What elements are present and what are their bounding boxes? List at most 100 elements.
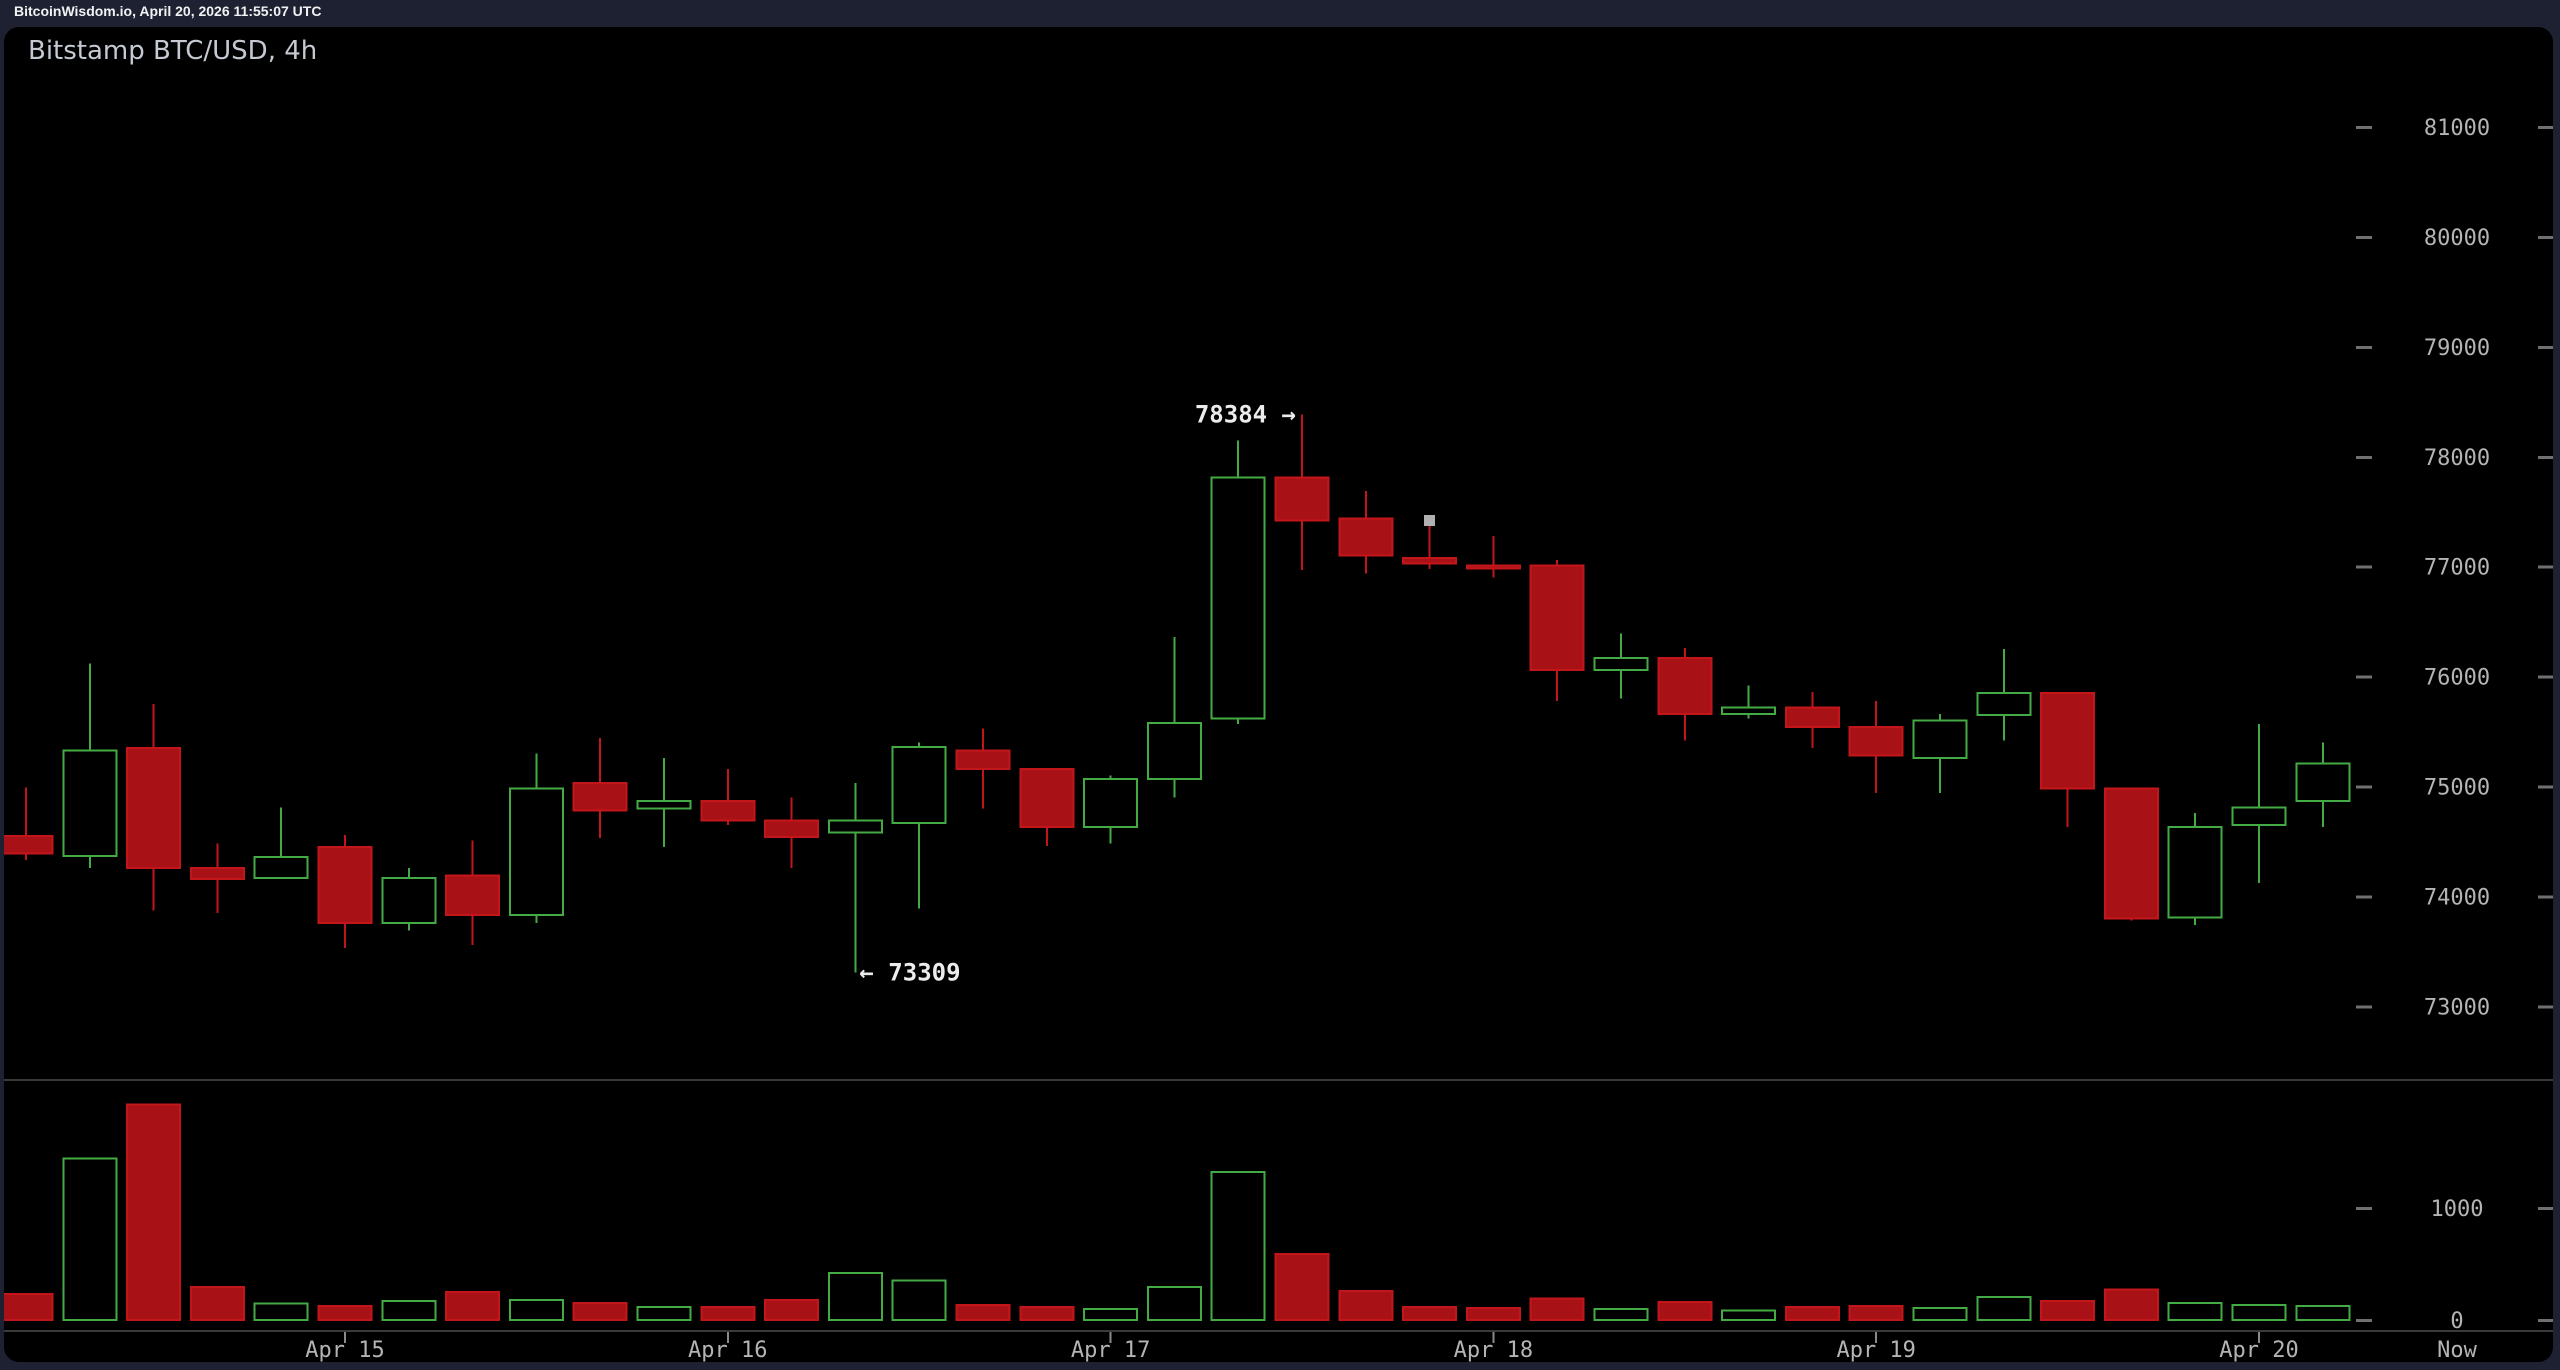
- volume-bar[interactable]: [1402, 1306, 1458, 1321]
- volume-bar[interactable]: [1657, 1301, 1713, 1322]
- candle[interactable]: [1402, 523, 1458, 569]
- volume-bar[interactable]: [1784, 1306, 1840, 1321]
- time-tick: [2258, 1332, 2260, 1343]
- volume-bar[interactable]: [1721, 1309, 1777, 1321]
- candle[interactable]: [2167, 812, 2223, 926]
- candle[interactable]: [2040, 691, 2096, 828]
- candle[interactable]: [1657, 648, 1713, 741]
- volume-bar[interactable]: [0, 1293, 54, 1322]
- candle[interactable]: [955, 728, 1011, 809]
- candle[interactable]: [827, 783, 883, 973]
- candle[interactable]: [1083, 775, 1139, 844]
- candle-body: [381, 876, 437, 924]
- volume-bar[interactable]: [2040, 1299, 2096, 1322]
- candle[interactable]: [1912, 713, 1968, 794]
- candle[interactable]: [1721, 685, 1777, 719]
- volume-bar[interactable]: [572, 1302, 628, 1322]
- candle[interactable]: [572, 738, 628, 839]
- volume-bar[interactable]: [700, 1306, 756, 1321]
- candle[interactable]: [1019, 767, 1075, 846]
- candle[interactable]: [445, 840, 501, 945]
- candle[interactable]: [2103, 787, 2159, 921]
- volume-bar[interactable]: [891, 1279, 947, 1321]
- candle-body: [1019, 767, 1075, 829]
- candle[interactable]: [1338, 490, 1394, 574]
- volume-bar[interactable]: [1338, 1289, 1394, 1322]
- time-tick: [726, 1332, 729, 1343]
- volume-bar[interactable]: [2231, 1303, 2287, 1322]
- price-axis-label: 0: [2450, 1309, 2463, 1334]
- low-price-annotation: ← 73309: [859, 958, 960, 986]
- price-axis-label: 76000: [2424, 666, 2490, 691]
- volume-bar[interactable]: [1529, 1297, 1585, 1322]
- candle[interactable]: [891, 742, 947, 909]
- volume-bar[interactable]: [1465, 1307, 1521, 1321]
- volume-bar[interactable]: [636, 1306, 692, 1321]
- candle[interactable]: [2295, 742, 2351, 828]
- candle[interactable]: [636, 757, 692, 847]
- candle[interactable]: [189, 843, 245, 913]
- volume-bar[interactable]: [827, 1271, 883, 1322]
- volume-bar[interactable]: [317, 1304, 373, 1321]
- candle[interactable]: [1210, 440, 1266, 724]
- chart-plot-area[interactable]: 81000 80000 79000 78000 77000 76000 75000 74000…: [0, 116, 2554, 1363]
- volume-bar[interactable]: [2295, 1304, 2351, 1321]
- price-axis-label: 81000: [2424, 116, 2490, 141]
- candle[interactable]: [2231, 723, 2287, 884]
- candle[interactable]: [508, 753, 564, 923]
- candle-body: [700, 799, 756, 822]
- volume-bar[interactable]: [253, 1302, 309, 1322]
- candle[interactable]: [0, 787, 54, 861]
- price-tick: [2538, 455, 2553, 459]
- price-tick: [2538, 1319, 2553, 1322]
- candle[interactable]: [253, 807, 309, 879]
- candle[interactable]: [1529, 560, 1585, 701]
- volume-bar[interactable]: [381, 1299, 437, 1322]
- candle[interactable]: [317, 834, 373, 949]
- price-tick: [2538, 126, 2553, 130]
- price-tick: [2356, 455, 2372, 459]
- candle[interactable]: [1274, 414, 1330, 570]
- volume-bar[interactable]: [1083, 1307, 1139, 1321]
- candle[interactable]: [700, 768, 756, 825]
- candle[interactable]: [381, 867, 437, 931]
- candle[interactable]: [1465, 535, 1521, 578]
- candle-body: [764, 819, 820, 839]
- volume-bar[interactable]: [955, 1303, 1011, 1322]
- candle-wick: [2258, 723, 2260, 884]
- candle[interactable]: [1784, 691, 1840, 749]
- volume-bar[interactable]: [508, 1298, 564, 1322]
- volume-bar[interactable]: [1274, 1252, 1330, 1321]
- candle[interactable]: [1593, 633, 1649, 699]
- candle-body: [1529, 564, 1585, 672]
- volume-bar[interactable]: [189, 1285, 245, 1321]
- volume-bar[interactable]: [126, 1103, 182, 1321]
- volume-bar[interactable]: [764, 1298, 820, 1322]
- candle-body: [1976, 692, 2032, 717]
- candle[interactable]: [764, 797, 820, 868]
- volume-bar[interactable]: [1019, 1306, 1075, 1321]
- volume-bar[interactable]: [1146, 1285, 1202, 1321]
- price-tick: [2356, 345, 2372, 349]
- candle[interactable]: [1146, 637, 1202, 798]
- volume-bar[interactable]: [1210, 1170, 1266, 1321]
- candle[interactable]: [1976, 649, 2032, 741]
- candle[interactable]: [126, 704, 182, 911]
- candle[interactable]: [62, 663, 118, 868]
- candle-body: [508, 787, 564, 917]
- price-tick: [2356, 565, 2372, 569]
- volume-bar[interactable]: [1912, 1307, 1968, 1321]
- volume-bar[interactable]: [1593, 1307, 1649, 1321]
- volume-bar[interactable]: [445, 1290, 501, 1322]
- candle-body: [4, 834, 54, 855]
- price-tick: [2356, 895, 2372, 899]
- volume-bar[interactable]: [1976, 1295, 2032, 1322]
- volume-bar[interactable]: [1848, 1304, 1904, 1321]
- volume-bar[interactable]: [2103, 1288, 2159, 1321]
- volume-bar[interactable]: [62, 1157, 118, 1321]
- candle-body: [445, 874, 501, 917]
- candle[interactable]: [1848, 700, 1904, 794]
- volume-bar[interactable]: [2167, 1302, 2223, 1322]
- pane-divider: [4, 1079, 2553, 1081]
